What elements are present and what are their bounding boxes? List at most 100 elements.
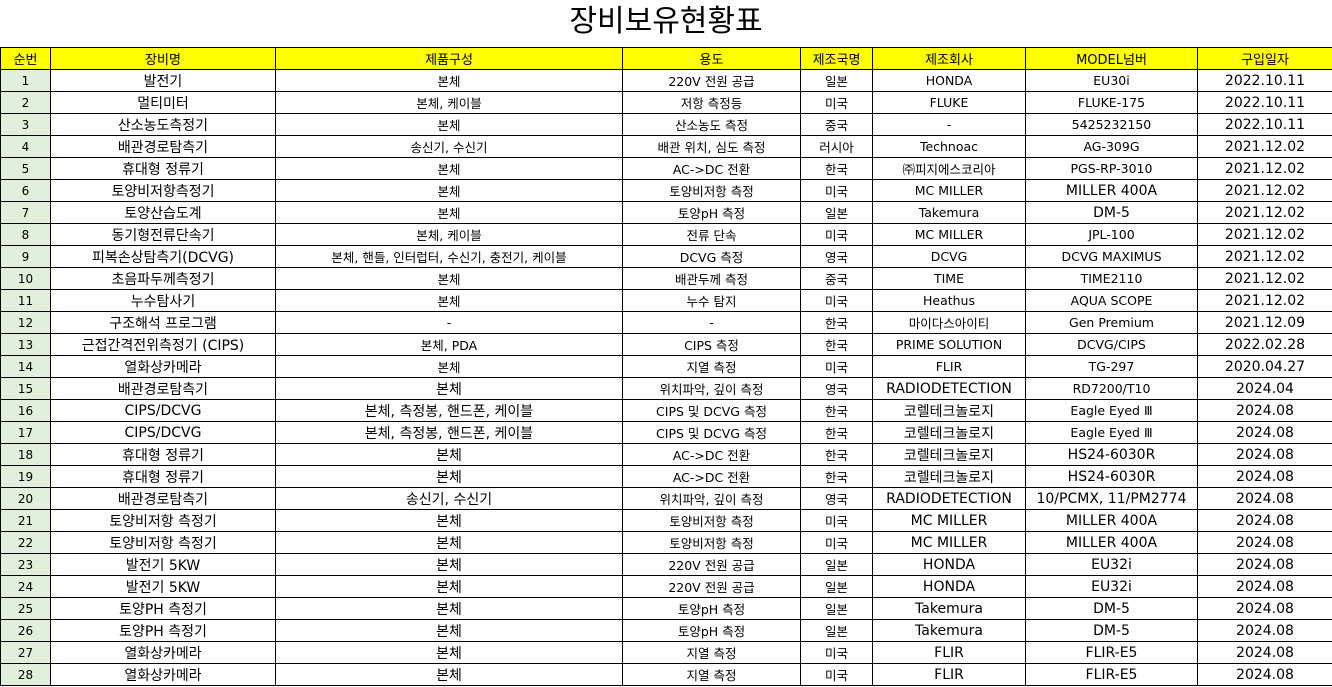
cell-equipment-name[interactable]: 발전기 5KW [50,553,276,576]
cell-purchase-date[interactable]: 2024.08 [1197,487,1332,510]
cell-purpose[interactable]: 산소농도 측정 [622,113,801,136]
cell-country[interactable]: 일본 [800,553,873,576]
cell-model-number[interactable]: TG-297 [1025,355,1198,378]
cell-purpose[interactable]: 배관두께 측정 [622,267,801,290]
cell-purchase-date[interactable]: 2024.08 [1197,597,1332,620]
cell-model-number[interactable]: HS24-6030R [1025,443,1198,466]
cell-equipment-name[interactable]: 휴대형 정류기 [50,443,276,466]
cell-model-number[interactable]: EU32i [1025,553,1198,576]
cell-purchase-date[interactable]: 2024.08 [1197,663,1332,686]
cell-index[interactable]: 12 [0,311,51,334]
cell-components[interactable]: 본체 [275,113,623,136]
cell-components[interactable]: 본체 [275,355,623,378]
cell-purchase-date[interactable]: 2022.10.11 [1197,91,1332,114]
header-index[interactable]: 순번 [0,47,51,70]
cell-index[interactable]: 26 [0,619,51,642]
cell-country[interactable]: 일본 [800,597,873,620]
cell-purchase-date[interactable]: 2021.12.02 [1197,135,1332,158]
cell-index[interactable]: 27 [0,641,51,664]
cell-purchase-date[interactable]: 2022.10.11 [1197,113,1332,136]
cell-equipment-name[interactable]: 열화상카메라 [50,355,276,378]
cell-purpose[interactable]: 누수 탐지 [622,289,801,312]
cell-purchase-date[interactable]: 2024.08 [1197,553,1332,576]
cell-country[interactable]: 영국 [800,377,873,400]
cell-country[interactable]: 미국 [800,531,873,554]
cell-equipment-name[interactable]: 초음파두께측정기 [50,267,276,290]
cell-purpose[interactable]: CIPS 및 DCVG 측정 [622,421,801,444]
cell-equipment-name[interactable]: 동기형전류단속기 [50,223,276,246]
cell-manufacturer[interactable]: RADIODETECTION [872,487,1026,510]
cell-purpose[interactable]: AC->DC 전환 [622,443,801,466]
header-purpose[interactable]: 용도 [622,47,801,70]
cell-purpose[interactable]: 토양pH 측정 [622,597,801,620]
cell-equipment-name[interactable]: 발전기 5KW [50,575,276,598]
cell-country[interactable]: 한국 [800,399,873,422]
cell-country[interactable]: 러시아 [800,135,873,158]
cell-purchase-date[interactable]: 2024.08 [1197,509,1332,532]
cell-purpose[interactable]: AC->DC 전환 [622,465,801,488]
cell-country[interactable]: 한국 [800,311,873,334]
cell-index[interactable]: 6 [0,179,51,202]
header-manufacturer[interactable]: 제조회사 [872,47,1026,70]
cell-components[interactable]: 본체 [275,157,623,180]
cell-components[interactable]: 송신기, 수신기 [275,487,623,510]
cell-country[interactable]: 일본 [800,201,873,224]
cell-purpose[interactable]: 배관 위치, 심도 측정 [622,135,801,158]
cell-components[interactable]: 본체 [275,69,623,92]
cell-model-number[interactable]: EU32i [1025,575,1198,598]
cell-purchase-date[interactable]: 2021.12.02 [1197,223,1332,246]
cell-manufacturer[interactable]: 코렐테크놀로지 [872,399,1026,422]
cell-index[interactable]: 20 [0,487,51,510]
cell-model-number[interactable]: FLIR-E5 [1025,663,1198,686]
cell-model-number[interactable]: AG-309G [1025,135,1198,158]
cell-manufacturer[interactable]: RADIODETECTION [872,377,1026,400]
cell-country[interactable]: 한국 [800,421,873,444]
cell-manufacturer[interactable]: Takemura [872,597,1026,620]
cell-purpose[interactable]: 토양pH 측정 [622,619,801,642]
cell-index[interactable]: 2 [0,91,51,114]
cell-index[interactable]: 7 [0,201,51,224]
cell-purpose[interactable]: 위치파악, 깊이 측정 [622,377,801,400]
cell-index[interactable]: 21 [0,509,51,532]
cell-index[interactable]: 23 [0,553,51,576]
cell-model-number[interactable]: DM-5 [1025,597,1198,620]
cell-purpose[interactable]: 토양pH 측정 [622,201,801,224]
cell-components[interactable]: 본체 [275,641,623,664]
cell-manufacturer[interactable]: MC MILLER [872,509,1026,532]
cell-purpose[interactable]: 전류 단속 [622,223,801,246]
cell-components[interactable]: 본체, PDA [275,333,623,356]
cell-manufacturer[interactable]: TIME [872,267,1026,290]
cell-index[interactable]: 24 [0,575,51,598]
cell-purpose[interactable]: 지열 측정 [622,355,801,378]
cell-index[interactable]: 16 [0,399,51,422]
cell-equipment-name[interactable]: 열화상카메라 [50,663,276,686]
cell-manufacturer[interactable]: 코렐테크놀로지 [872,421,1026,444]
cell-equipment-name[interactable]: 토양비저항 측정기 [50,531,276,554]
cell-country[interactable]: 일본 [800,575,873,598]
cell-equipment-name[interactable]: 토양PH 측정기 [50,619,276,642]
cell-manufacturer[interactable]: Technoac [872,135,1026,158]
cell-model-number[interactable]: Gen Premium [1025,311,1198,334]
cell-equipment-name[interactable]: 열화상카메라 [50,641,276,664]
cell-country[interactable]: 미국 [800,663,873,686]
cell-model-number[interactable]: DCVG/CIPS [1025,333,1198,356]
cell-purchase-date[interactable]: 2021.12.02 [1197,179,1332,202]
cell-equipment-name[interactable]: 토양PH 측정기 [50,597,276,620]
cell-country[interactable]: 미국 [800,641,873,664]
cell-components[interactable]: 본체, 핸들, 인터럽터, 수신기, 충전기, 케이블 [275,245,623,268]
cell-manufacturer[interactable]: Heathus [872,289,1026,312]
cell-equipment-name[interactable]: 멀티미터 [50,91,276,114]
cell-purchase-date[interactable]: 2024.04 [1197,377,1332,400]
cell-manufacturer[interactable]: FLIR [872,663,1026,686]
cell-purchase-date[interactable]: 2024.08 [1197,641,1332,664]
cell-country[interactable]: 미국 [800,223,873,246]
cell-country[interactable]: 미국 [800,91,873,114]
cell-purchase-date[interactable]: 2021.12.02 [1197,245,1332,268]
cell-manufacturer[interactable]: PRIME SOLUTION [872,333,1026,356]
cell-components[interactable]: 본체, 케이블 [275,223,623,246]
cell-equipment-name[interactable]: CIPS/DCVG [50,421,276,444]
cell-purpose[interactable]: 220V 전원 공급 [622,553,801,576]
cell-index[interactable]: 4 [0,135,51,158]
cell-index[interactable]: 5 [0,157,51,180]
cell-country[interactable]: 미국 [800,509,873,532]
